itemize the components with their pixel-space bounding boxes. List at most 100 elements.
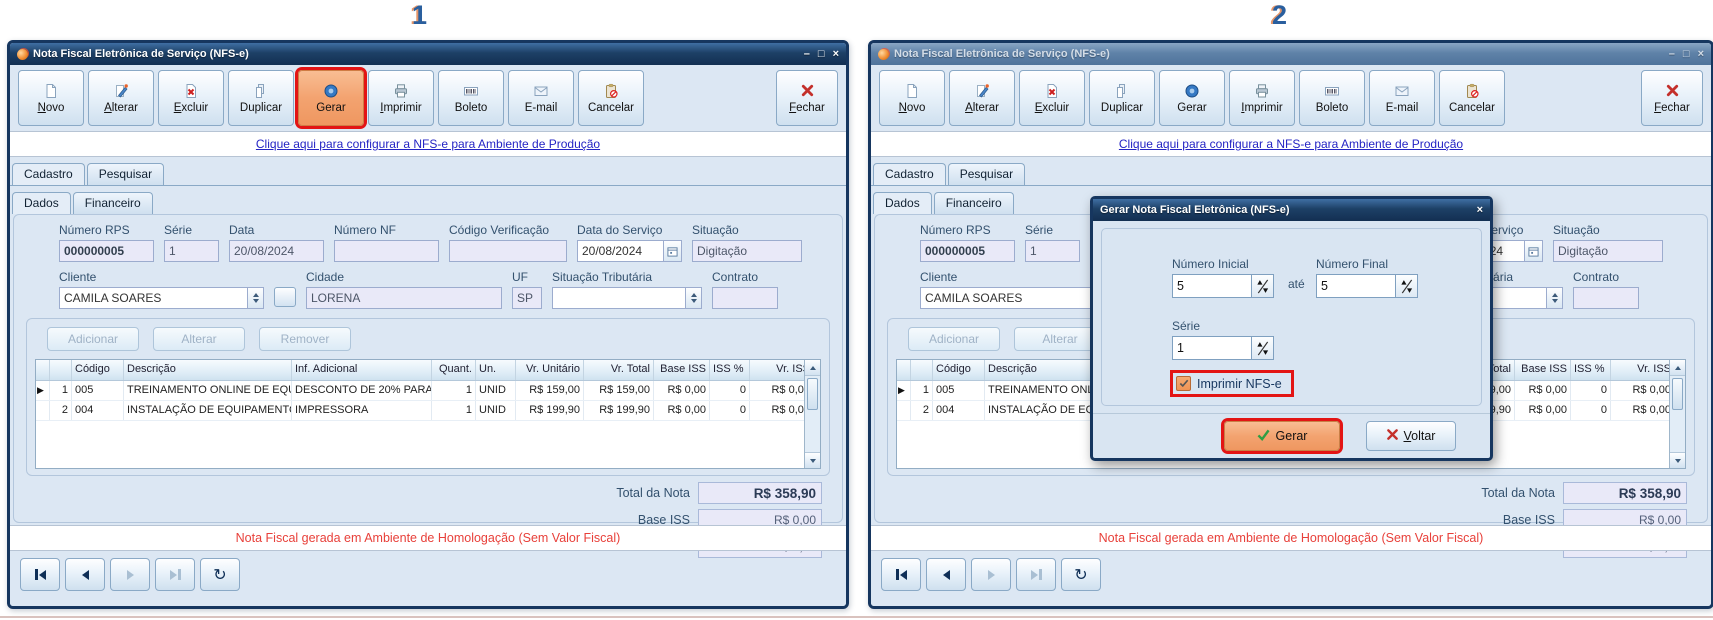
calendar-icon[interactable]	[1524, 241, 1542, 261]
combo-spinner-icon[interactable]	[1546, 288, 1562, 308]
delete-document-icon	[1044, 83, 1060, 99]
config-production-link[interactable]: Clique aqui para configurar a NFS-e para…	[255, 137, 601, 151]
grid-cell: 1	[432, 381, 476, 400]
prev-record-button[interactable]	[65, 558, 105, 591]
cancelar-button[interactable]: Cancelar	[1439, 70, 1505, 126]
combo-spinner-icon[interactable]	[685, 288, 701, 308]
last-record-button[interactable]	[155, 558, 195, 591]
cancelar-button[interactable]: Cancelar	[578, 70, 644, 126]
tab-financeiro[interactable]: Financeiro	[933, 192, 1014, 214]
maximize-button[interactable]: □	[1682, 47, 1690, 60]
alterar-button[interactable]: Alterar	[949, 70, 1015, 126]
combo-spinner-icon[interactable]	[247, 288, 263, 308]
dialog-close-button[interactable]: ×	[1476, 203, 1483, 216]
gerar-button[interactable]: Gerar	[1159, 70, 1225, 126]
tab-dados[interactable]: Dados	[12, 192, 71, 214]
scrollbar-thumb[interactable]	[807, 378, 818, 410]
scrollbar-up-icon[interactable]	[1670, 360, 1685, 376]
scrollbar-down-icon[interactable]	[805, 452, 820, 468]
grid-cell: R$ 0,00	[1515, 381, 1571, 400]
numero-final-input[interactable]: 5	[1316, 274, 1418, 298]
table-row[interactable]: 2 004 INSTALAÇÃO DE EQUIPAMENTO IMPRESSO…	[36, 401, 820, 421]
numero-nf-field	[334, 240, 439, 262]
dialog-serie-input[interactable]: 1	[1172, 336, 1274, 360]
scrollbar-down-icon[interactable]	[1670, 452, 1685, 468]
numero-inicial-input[interactable]: 5	[1172, 274, 1274, 298]
first-record-button[interactable]	[20, 558, 60, 591]
col-header: Descrição	[124, 360, 292, 380]
tab-pesquisar[interactable]: Pesquisar	[86, 163, 165, 185]
alterar-button[interactable]: Alterar	[88, 70, 154, 126]
situacao-tributaria-combo[interactable]	[552, 287, 702, 309]
spin-up-down-icon[interactable]	[1251, 275, 1273, 297]
fechar-button[interactable]: Fechar	[1641, 70, 1703, 126]
col-header: Vr. Total	[584, 360, 654, 380]
config-production-link[interactable]: Clique aqui para configurar a NFS-e para…	[1118, 137, 1464, 151]
scrollbar-thumb[interactable]	[1672, 378, 1683, 410]
cancel-clipboard-icon	[1464, 83, 1480, 99]
boleto-button[interactable]: Boleto	[1299, 70, 1365, 126]
excluir-button[interactable]: Excluir	[158, 70, 224, 126]
ate-label: até	[1288, 277, 1305, 291]
spin-up-down-icon[interactable]	[1395, 275, 1417, 297]
novo-button[interactable]: Novo	[18, 70, 84, 126]
next-record-button[interactable]	[971, 558, 1011, 591]
data-servico-field[interactable]: 20/08/2024	[577, 240, 682, 262]
close-button[interactable]: ×	[1697, 47, 1704, 60]
serie-field: 1	[1025, 240, 1080, 262]
email-button[interactable]: E-mail	[508, 70, 574, 126]
refresh-button[interactable]: ↻	[1061, 558, 1101, 591]
grid-scrollbar[interactable]	[804, 360, 820, 468]
imprimir-button[interactable]: Imprimir	[368, 70, 434, 126]
calendar-icon[interactable]	[663, 241, 681, 261]
tab-financeiro[interactable]: Financeiro	[72, 192, 153, 214]
duplicar-button[interactable]: Duplicar	[228, 70, 294, 126]
spin-up-down-icon[interactable]	[1251, 337, 1273, 359]
tab-pesquisar[interactable]: Pesquisar	[947, 163, 1026, 185]
next-record-button[interactable]	[110, 558, 150, 591]
homologacao-warning: Nota Fiscal gerada em Ambiente de Homolo…	[235, 531, 621, 545]
dialog-gerar-button[interactable]: Gerar	[1224, 421, 1340, 451]
tab-cadastro[interactable]: Cadastro	[873, 163, 946, 185]
adicionar-button[interactable]: Adicionar	[47, 327, 139, 351]
row-selector-icon: ▶	[36, 381, 50, 400]
grid-cell: INSTALAÇÃO DE EQUIPAMENTO	[124, 401, 292, 420]
email-button[interactable]: E-mail	[1369, 70, 1435, 126]
duplicar-button[interactable]: Duplicar	[1089, 70, 1155, 126]
dialog-voltar-button[interactable]: Voltar	[1366, 421, 1456, 451]
fechar-button[interactable]: Fechar	[776, 70, 838, 126]
alterar-item-button[interactable]: Alterar	[153, 327, 245, 351]
generate-disc-icon	[323, 83, 339, 99]
first-record-button[interactable]	[881, 558, 921, 591]
refresh-button[interactable]: ↻	[200, 558, 240, 591]
maximize-button[interactable]: □	[817, 47, 825, 60]
row-selector-icon: ▶	[897, 381, 911, 400]
tab-dados[interactable]: Dados	[873, 192, 932, 214]
remover-button[interactable]: Remover	[259, 327, 351, 351]
titlebar: Nota Fiscal Eletrônica de Serviço (NFS-e…	[10, 43, 846, 65]
total-da-nota-value: R$ 358,90	[1563, 482, 1687, 504]
adicionar-button[interactable]: Adicionar	[908, 327, 1000, 351]
last-record-button[interactable]	[1016, 558, 1056, 591]
imprimir-nfse-checkbox[interactable]: Imprimir NFS-e	[1170, 370, 1294, 397]
grid-scrollbar[interactable]	[1669, 360, 1685, 468]
minimize-button[interactable]: –	[803, 47, 810, 60]
minimize-button[interactable]: –	[1668, 47, 1675, 60]
col-header: ISS %	[710, 360, 750, 380]
imprimir-button[interactable]: Imprimir	[1229, 70, 1295, 126]
novo-button[interactable]: Novo	[879, 70, 945, 126]
gerar-button[interactable]: Gerar	[298, 70, 364, 126]
scrollbar-up-icon[interactable]	[805, 360, 820, 376]
excluir-button[interactable]: Excluir	[1019, 70, 1085, 126]
table-row[interactable]: ▶ 1 005 TREINAMENTO ONLINE DE EQUIPE DES…	[36, 381, 820, 401]
cliente-combo[interactable]: CAMILA SOARES	[920, 287, 1125, 309]
tab-cadastro[interactable]: Cadastro	[12, 163, 85, 185]
prev-record-button[interactable]	[926, 558, 966, 591]
grid-cell: UNID	[476, 381, 516, 400]
close-button[interactable]: ×	[832, 47, 839, 60]
cliente-combo[interactable]: CAMILA SOARES	[59, 287, 264, 309]
cliente-lookup-button[interactable]	[274, 287, 296, 307]
printer-icon	[1254, 83, 1270, 99]
boleto-button[interactable]: Boleto	[438, 70, 504, 126]
items-panel: Adicionar Alterar Remover Código Descriç…	[26, 318, 830, 476]
